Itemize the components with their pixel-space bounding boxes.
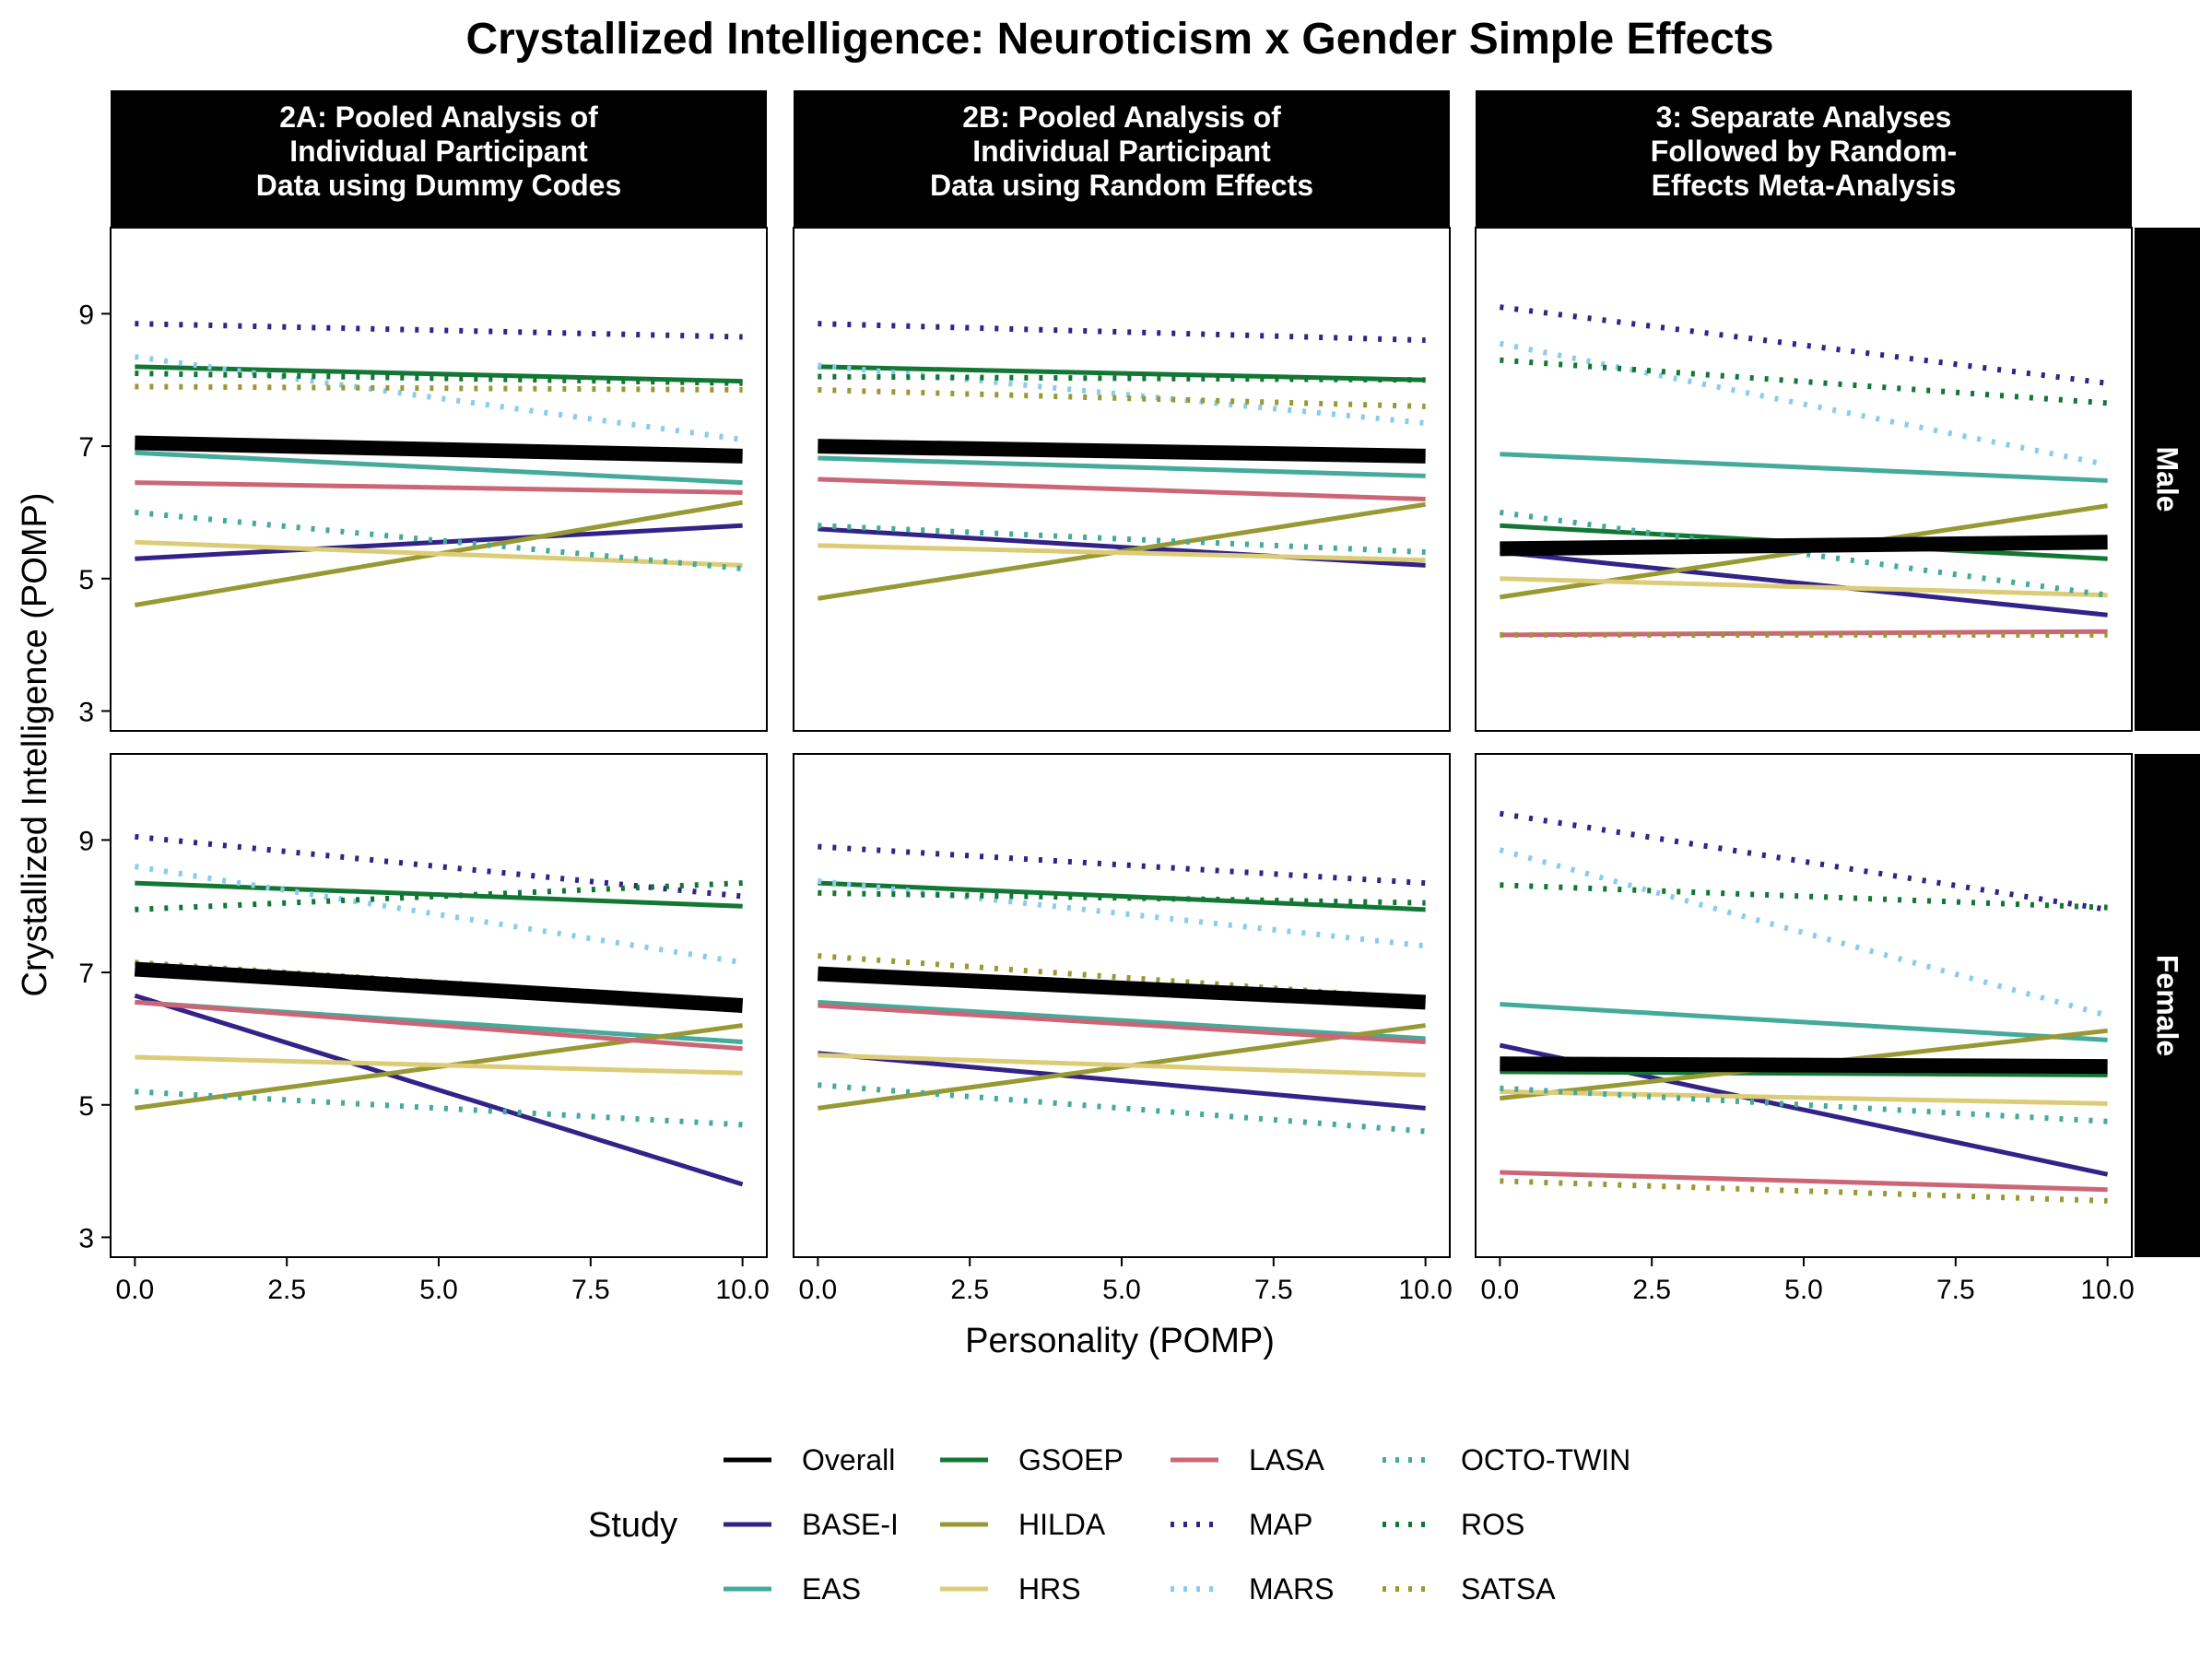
legend-label: SATSA xyxy=(1461,1572,1556,1606)
legend-label: EAS xyxy=(802,1572,861,1606)
y-tick-label: 9 xyxy=(78,300,94,330)
x-tick-label: 10.0 xyxy=(2080,1275,2134,1305)
x-tick-label: 5.0 xyxy=(1784,1275,1823,1305)
x-axis-label: Personality (POMP) xyxy=(965,1322,1275,1360)
facet-grid: 2A: Pooled Analysis of Individual Partici… xyxy=(78,90,2200,1305)
series-line-mars xyxy=(1499,847,2109,1018)
column-strip xyxy=(111,90,767,227)
legend-label: HILDA xyxy=(1018,1508,1106,1541)
series-line-lasa xyxy=(818,1003,1426,1045)
column-strip-label: 2B: Pooled Analysis of Individual Partici… xyxy=(930,100,1313,202)
series-line-eas xyxy=(1500,1002,2108,1042)
x-tick-label: 10.0 xyxy=(715,1275,769,1305)
y-tick-label: 5 xyxy=(78,1091,94,1122)
column-strip xyxy=(1476,90,2132,227)
series-line-overall xyxy=(1500,1056,2108,1075)
x-tick-label: 7.5 xyxy=(1254,1275,1293,1305)
series-line-hrs xyxy=(818,1053,1426,1077)
series-line-eas xyxy=(135,450,743,486)
series-line-gsoep xyxy=(818,880,1426,912)
y-tick-label: 5 xyxy=(78,565,94,595)
y-tick-label: 9 xyxy=(78,826,94,856)
series-line-base-i xyxy=(135,523,743,561)
legend-label: OCTO-TWIN xyxy=(1461,1443,1630,1477)
series-line-mars xyxy=(1499,340,2109,468)
y-tick-label: 3 xyxy=(78,697,94,727)
x-tick-label: 7.5 xyxy=(1936,1275,1975,1305)
x-tick-label: 0.0 xyxy=(116,1275,155,1305)
legend-label: BASE-I xyxy=(802,1508,899,1541)
series-line-gsoep xyxy=(1500,1069,2108,1077)
x-tick-label: 0.0 xyxy=(1481,1275,1520,1305)
series-line-gsoep xyxy=(135,880,743,909)
legend-label: MAP xyxy=(1249,1508,1312,1541)
x-tick-label: 2.5 xyxy=(950,1275,989,1305)
column-strip xyxy=(794,90,1450,227)
series-line-hrs xyxy=(135,539,743,568)
row-strip xyxy=(2135,754,2200,1257)
legend-label: ROS xyxy=(1461,1508,1524,1541)
row-strip-label: Male xyxy=(2151,446,2184,512)
x-tick-label: 2.5 xyxy=(267,1275,306,1305)
series-line-hrs xyxy=(1500,576,2108,598)
series-line-lasa xyxy=(818,477,1426,502)
legend: Study Overall BASE-I EAS GSOEP HILDA HRS LASA M… xyxy=(588,1443,1630,1606)
y-tick-label: 7 xyxy=(78,959,94,989)
series-line-overall xyxy=(134,961,744,1013)
series-line-base-i xyxy=(818,1051,1426,1111)
legend-label: Overall xyxy=(802,1443,895,1477)
x-tick-label: 5.0 xyxy=(419,1275,458,1305)
x-tick-label: 0.0 xyxy=(799,1275,838,1305)
series-line-overall xyxy=(818,439,1426,464)
legend-label: GSOEP xyxy=(1018,1443,1124,1477)
y-axis-label: Crystallized Intelligence (POMP) xyxy=(16,493,54,997)
series-line-lasa xyxy=(135,480,743,495)
x-tick-label: 5.0 xyxy=(1102,1275,1141,1305)
series-line-overall xyxy=(817,966,1427,1010)
series-line-base-i xyxy=(134,993,744,1187)
series-line-lasa xyxy=(135,999,743,1052)
series-line-eas xyxy=(818,999,1426,1041)
series-line-gsoep xyxy=(135,364,743,384)
series-line-gsoep xyxy=(818,364,1426,382)
series-line-overall xyxy=(135,435,743,464)
series-line-base-i xyxy=(1500,549,2108,618)
series-line-eas xyxy=(1500,452,2108,483)
x-tick-label: 2.5 xyxy=(1632,1275,1671,1305)
column-strip-label: 2A: Pooled Analysis of Individual Partici… xyxy=(256,100,622,202)
column-strip-label: 3: Separate Analyses Followed by Random-E… xyxy=(1651,100,1957,202)
y-tick-label: 3 xyxy=(78,1223,94,1253)
row-strip-label: Female xyxy=(2151,955,2184,1056)
panel xyxy=(793,227,1451,732)
series-line-hrs xyxy=(1500,1088,2108,1106)
series-line-eas xyxy=(818,455,1426,478)
series-line-overall xyxy=(1500,535,2108,557)
row-strip xyxy=(2135,228,2200,731)
series-line-lasa xyxy=(1500,1170,2108,1193)
series-line-hrs xyxy=(135,1054,743,1076)
legend-title: Study xyxy=(588,1506,677,1545)
x-tick-label: 7.5 xyxy=(571,1275,610,1305)
series-line-hrs xyxy=(818,543,1426,563)
legend-label: LASA xyxy=(1249,1443,1324,1477)
panel xyxy=(1475,227,2133,732)
legend-label: HRS xyxy=(1018,1572,1081,1606)
y-tick-label: 7 xyxy=(78,432,94,463)
legend-label: MARS xyxy=(1249,1572,1334,1606)
chart-title: Crystallized Intelligence: Neuroticism x… xyxy=(465,15,1773,64)
series-line-lasa xyxy=(1500,629,2108,638)
x-tick-label: 10.0 xyxy=(1398,1275,1452,1305)
